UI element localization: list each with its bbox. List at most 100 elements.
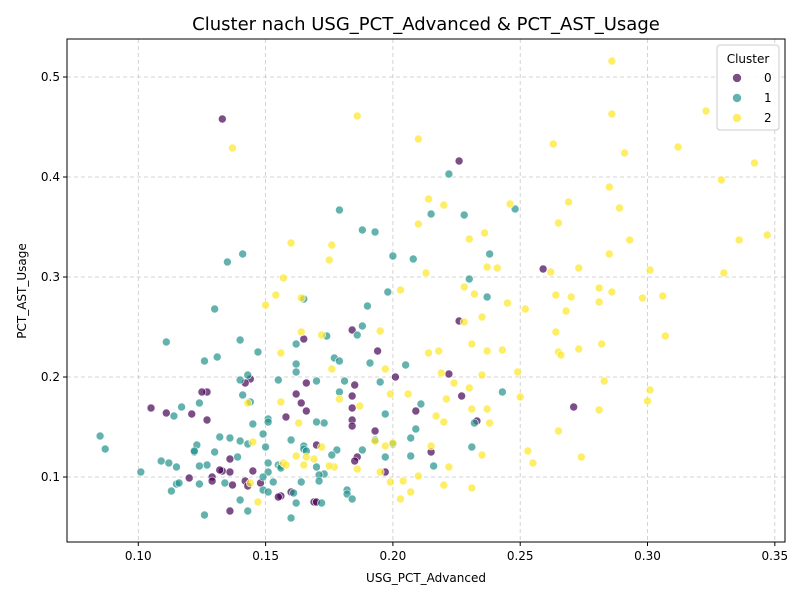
cluster-1-point: [335, 356, 344, 366]
cluster-1-point: [156, 456, 166, 466]
cluster-1-point: [464, 274, 474, 284]
cluster-2-point: [271, 290, 281, 300]
cluster-1-point: [195, 479, 204, 489]
cluster-1-point: [190, 446, 199, 456]
cluster-2-point: [615, 203, 624, 213]
cluster-1-point: [312, 417, 321, 427]
x-tick-label: 0.15: [252, 549, 279, 563]
cluster-0-point: [347, 325, 357, 335]
cluster-1-point: [510, 204, 520, 214]
cluster-2-point: [515, 392, 525, 402]
cluster-0-point: [215, 465, 225, 475]
legend-marker-1: [732, 93, 742, 103]
cluster-2-point: [375, 467, 385, 477]
cluster-1-point: [470, 418, 479, 428]
cluster-2-point: [434, 346, 444, 356]
cluster-2-point: [380, 441, 390, 451]
legend-title: Cluster: [727, 52, 770, 66]
cluster-1-point: [370, 227, 380, 237]
cluster-1-point: [314, 476, 324, 486]
cluster-2-point: [661, 331, 670, 341]
cluster-2-point: [719, 268, 729, 278]
cluster-2-point: [546, 267, 556, 277]
cluster-1-point: [164, 458, 174, 468]
cluster-1-point: [332, 445, 342, 455]
cluster-2-point: [296, 327, 306, 337]
cluster-1-point: [235, 495, 245, 505]
cluster-1-point: [263, 458, 273, 468]
cluster-2-point: [574, 263, 584, 273]
cluster-2-point: [594, 405, 604, 415]
cluster-0-point: [184, 473, 194, 483]
cluster-2-point: [396, 285, 405, 295]
cluster-2-point: [294, 418, 303, 428]
cluster-1-point: [317, 498, 326, 508]
cluster-0-point: [202, 415, 212, 425]
cluster-1-point: [261, 442, 270, 452]
cluster-1-point: [291, 498, 301, 508]
cluster-1-point: [291, 367, 301, 377]
cluster-1-point: [401, 360, 410, 370]
cluster-2-point: [564, 197, 573, 207]
cluster-1-point: [243, 506, 253, 516]
cluster-2-point: [607, 56, 617, 66]
cluster-1-point: [223, 257, 232, 267]
cluster-0-point: [225, 506, 235, 516]
cluster-1-point: [406, 433, 416, 443]
cluster-2-point: [228, 143, 237, 153]
cluster-2-point: [566, 292, 576, 302]
cluster-1-point: [485, 249, 494, 259]
cluster-2-point: [324, 461, 334, 471]
cluster-1-point: [406, 451, 416, 461]
cluster-2-point: [370, 436, 380, 446]
cluster-2-point: [403, 389, 413, 399]
cluster-1-point: [444, 169, 454, 179]
cluster-2-point: [734, 235, 744, 245]
cluster-2-point: [253, 497, 263, 507]
cluster-0-point: [373, 346, 382, 356]
cluster-1-point: [291, 339, 301, 349]
cluster-2-point: [426, 441, 436, 451]
cluster-2-point: [352, 111, 362, 121]
cluster-2-point: [439, 200, 449, 210]
legend-marker-0: [732, 73, 742, 83]
cluster-2-point: [607, 109, 617, 119]
y-tick-label: 0.4: [41, 170, 60, 184]
cluster-2-point: [414, 219, 423, 229]
cluster-1-point: [161, 337, 171, 347]
legend-items: 0 1 2: [732, 71, 772, 125]
cluster-1-point: [210, 304, 219, 314]
x-tick-label: 0.20: [380, 549, 407, 563]
cluster-1-point: [429, 461, 438, 471]
cluster-0-point: [281, 412, 291, 422]
cluster-1-point: [383, 287, 393, 297]
cluster-2-point: [554, 426, 563, 436]
cluster-0-point: [291, 389, 301, 399]
cluster-2-point: [594, 283, 604, 293]
cluster-1-point: [416, 399, 426, 409]
cluster-2-point: [317, 442, 326, 452]
cluster-0-point: [347, 403, 357, 413]
cluster-2-point: [625, 235, 634, 245]
cluster-1-point: [380, 452, 390, 462]
cluster-1-point: [210, 447, 219, 457]
cluster-1-point: [289, 488, 298, 498]
cluster-2-point: [327, 240, 337, 250]
legend-label-2: 2: [764, 111, 772, 125]
cluster-2-point: [638, 293, 647, 303]
x-axis-ticks: 0.10 0.15 0.20 0.25 0.30 0.35: [125, 542, 788, 563]
legend: Cluster 0 1 2: [716, 44, 780, 131]
cluster-0-point: [187, 409, 197, 419]
chart-title: Cluster nach USG_PCT_Advanced & PCT_AST_…: [192, 14, 660, 35]
y-axis-ticks: 0.1 0.2 0.3 0.4 0.5: [41, 70, 67, 484]
legend-marker-2: [732, 113, 742, 123]
y-tick-label: 0.3: [41, 270, 60, 284]
cluster-0-point: [457, 391, 466, 401]
cluster-1-point: [235, 375, 245, 385]
cluster-2-point: [352, 464, 362, 474]
cluster-2-point: [324, 255, 334, 265]
cluster-2-point: [246, 478, 255, 488]
cluster-2-point: [464, 234, 474, 244]
cluster-1-point: [258, 429, 268, 439]
